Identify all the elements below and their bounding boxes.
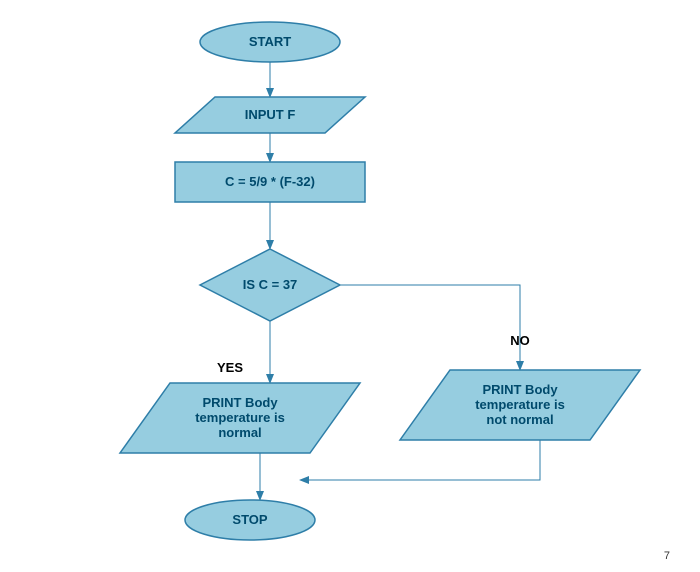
node-input: INPUT F bbox=[175, 97, 365, 133]
edge-outNo-stop bbox=[300, 440, 540, 480]
node-start: START bbox=[200, 22, 340, 62]
node-label: STOP bbox=[232, 512, 267, 527]
node-label: C = 5/9 * (F-32) bbox=[225, 174, 315, 189]
edge-decision-outNo bbox=[340, 285, 520, 370]
node-label: temperature is bbox=[195, 410, 285, 425]
edge-label-no: NO bbox=[510, 333, 530, 348]
page-number: 7 bbox=[664, 550, 670, 562]
flowchart-canvas: START INPUT F C = 5/9 * (F-32) IS C = 37 PRI… bbox=[0, 0, 700, 572]
edge-label-yes: YES bbox=[217, 360, 243, 375]
node-label: temperature is bbox=[475, 397, 565, 412]
node-outNo: PRINT Bodytemperature isnot normal bbox=[400, 370, 640, 440]
node-decision: IS C = 37 bbox=[200, 249, 340, 321]
node-label: PRINT Body bbox=[202, 395, 278, 410]
node-label: START bbox=[249, 34, 291, 49]
node-label: INPUT F bbox=[245, 107, 296, 122]
node-process: C = 5/9 * (F-32) bbox=[175, 162, 365, 202]
node-outYes: PRINT Bodytemperature isnormal bbox=[120, 383, 360, 453]
node-stop: STOP bbox=[185, 500, 315, 540]
node-label: normal bbox=[218, 425, 261, 440]
node-label: PRINT Body bbox=[482, 382, 558, 397]
node-label: not normal bbox=[486, 412, 553, 427]
node-label: IS C = 37 bbox=[243, 277, 298, 292]
